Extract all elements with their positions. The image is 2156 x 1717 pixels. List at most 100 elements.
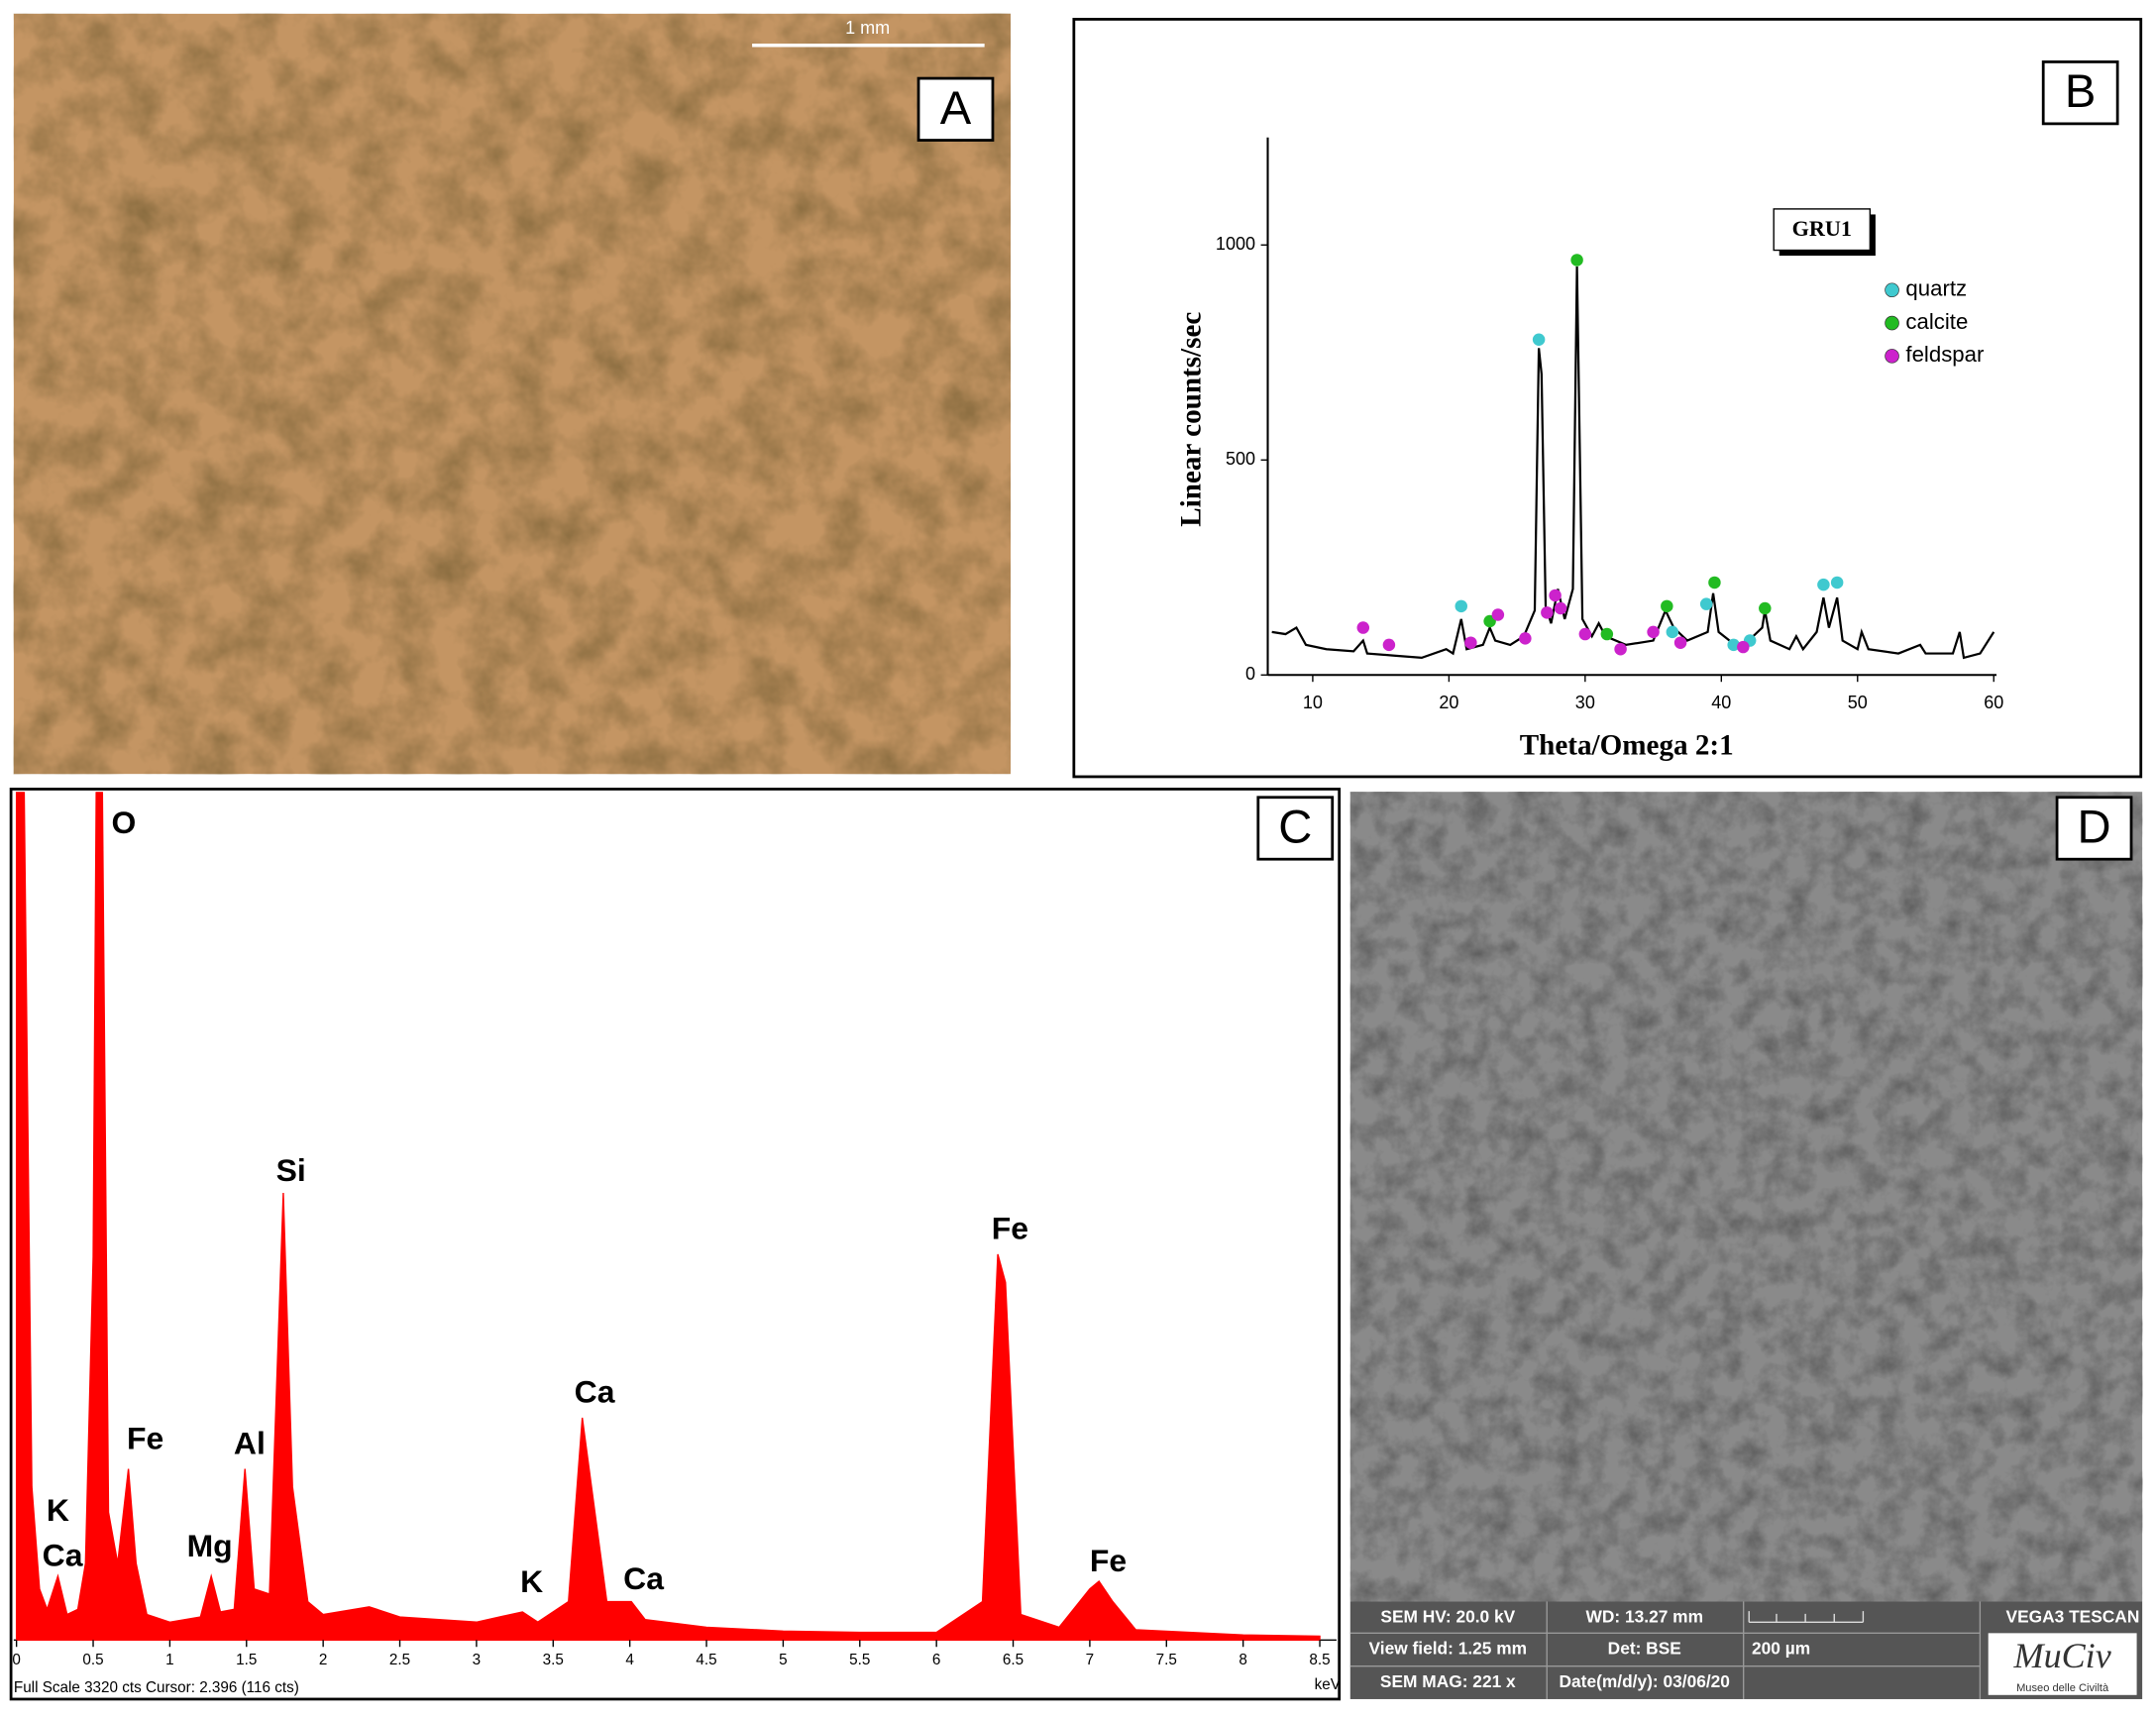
panel-label: C	[1278, 801, 1312, 853]
peak-label: Fe	[1090, 1543, 1127, 1578]
x-tick-label: 0	[12, 1652, 20, 1668]
info-text: VEGA3 TESCAN	[2006, 1607, 2140, 1627]
peak-marker	[1570, 254, 1583, 267]
xrd-line	[1271, 266, 1995, 660]
logo-box	[1988, 1633, 2137, 1695]
panel-label-box	[2041, 60, 2119, 126]
y-tick-label: 0	[1245, 664, 1255, 684]
panel-label-box	[2055, 796, 2133, 861]
spectrum-area	[15, 792, 1321, 1641]
peak-marker	[1661, 599, 1673, 613]
peak-label: Fe	[127, 1421, 163, 1456]
x-tick-label: 40	[1711, 693, 1731, 712]
peak-marker	[1578, 627, 1592, 641]
peak-label: Fe	[992, 1210, 1028, 1245]
sem-scale	[1748, 1611, 1865, 1623]
peak-label: K	[520, 1563, 543, 1599]
peak-marker	[1727, 638, 1740, 652]
x-tick-label: 3	[473, 1652, 481, 1668]
legend-label: feldspar	[1905, 342, 1985, 367]
panel-label: D	[2078, 801, 2111, 853]
annotation: GRU1	[1792, 216, 1852, 241]
x-tick-label: 8.5	[1309, 1652, 1330, 1668]
x-tick-label: 50	[1848, 693, 1868, 712]
peak-marker	[1554, 601, 1567, 615]
legend-marker	[1885, 349, 1899, 364]
peak-label: Ca	[575, 1373, 615, 1409]
x-tick-label: 7.5	[1156, 1652, 1177, 1668]
x-tick-label: 3.5	[543, 1652, 564, 1668]
peak-marker	[1708, 576, 1721, 590]
x-tick-label: 2.5	[389, 1652, 410, 1668]
photo-texture	[13, 13, 1011, 775]
info-text: SEM MAG: 221 x	[1380, 1671, 1516, 1691]
panel-frame	[1072, 18, 2143, 779]
footer: Full Scale 3320 cts Cursor: 2.396 (116 c…	[14, 1679, 299, 1696]
panel-label-box	[1256, 796, 1335, 861]
panel-c-label: C	[1256, 796, 1335, 861]
peak-marker	[1532, 333, 1546, 346]
info-text: View field: 1.25 mm	[1369, 1639, 1528, 1659]
info-text: SEM HV: 20.0 kV	[1380, 1607, 1515, 1627]
peak-marker	[1600, 627, 1614, 641]
panel-label: B	[2065, 64, 2096, 117]
sem-texture	[1349, 792, 2143, 1602]
peak-label: Ca	[623, 1560, 664, 1596]
peak-marker	[1464, 636, 1477, 649]
peak-label: Ca	[43, 1537, 83, 1572]
x-tick-label: 5	[779, 1652, 787, 1668]
legend-marker	[1885, 315, 1899, 331]
x-tick-label: 1	[165, 1652, 173, 1668]
peak-marker	[1549, 589, 1562, 602]
y-tick-label: 500	[1226, 449, 1255, 469]
x-tick-label: 20	[1439, 693, 1458, 712]
legend-label: quartz	[1905, 276, 1967, 301]
y-axis-label: Linear counts/sec	[1175, 312, 1207, 527]
peak-label: Mg	[187, 1528, 233, 1563]
info-grid	[1349, 1601, 1982, 1699]
peak-marker	[1382, 638, 1396, 652]
legend-label: calcite	[1905, 309, 1968, 334]
x-axis-label: Theta/Omega 2:1	[1520, 729, 1734, 761]
logo-sub: Museo delle Civiltà	[2016, 1682, 2109, 1694]
panel-label: A	[940, 81, 972, 134]
x-tick-label: 4	[625, 1652, 634, 1668]
peak-marker	[1491, 608, 1505, 621]
x-tick-label: 8	[1239, 1652, 1246, 1668]
info-text: Date(m/d/y): 03/06/20	[1560, 1671, 1730, 1691]
panel-frame	[9, 788, 1342, 1701]
logo: MuCiv	[2013, 1636, 2111, 1675]
annotation-box	[1773, 208, 1872, 252]
x-tick-label: 6.5	[1003, 1652, 1024, 1668]
peak-marker	[1647, 625, 1660, 639]
panel-b: B GRU1 Theta/Omega 2:1 Linear counts/sec…	[1072, 18, 2143, 779]
x-axis-label: keV	[1315, 1676, 1342, 1693]
info-text: Det: BSE	[1608, 1639, 1681, 1659]
x-tick-label: 1.5	[236, 1652, 257, 1668]
panel-a: 1 mm A	[13, 13, 1011, 775]
peak-marker	[1737, 640, 1750, 654]
scale-bar-label: 1 mm	[845, 18, 890, 38]
peak-marker	[1356, 621, 1370, 634]
y-tick-label: 1000	[1216, 234, 1255, 254]
x-tick-label: 10	[1303, 693, 1323, 712]
x-tick-label: 30	[1575, 693, 1595, 712]
peak-marker	[1830, 576, 1844, 590]
peak-marker	[1673, 636, 1687, 649]
x-tick-label: 4.5	[696, 1652, 716, 1668]
legend-marker	[1885, 282, 1899, 298]
peak-marker	[1614, 642, 1627, 656]
peak-label: Al	[234, 1426, 266, 1461]
peak-label: Si	[276, 1152, 306, 1188]
spectrum	[15, 792, 1321, 1641]
peak-label: K	[47, 1492, 69, 1528]
x-tick-label: 60	[1984, 693, 2003, 712]
x-tick-label: 0.5	[82, 1652, 103, 1668]
info-text: WD: 13.27 mm	[1586, 1607, 1703, 1627]
peak-label: O	[112, 805, 137, 840]
peak-marker	[1666, 625, 1679, 639]
peak-marker	[1699, 597, 1713, 610]
peak-marker	[1455, 599, 1467, 613]
x-tick-label: 5.5	[849, 1652, 870, 1668]
